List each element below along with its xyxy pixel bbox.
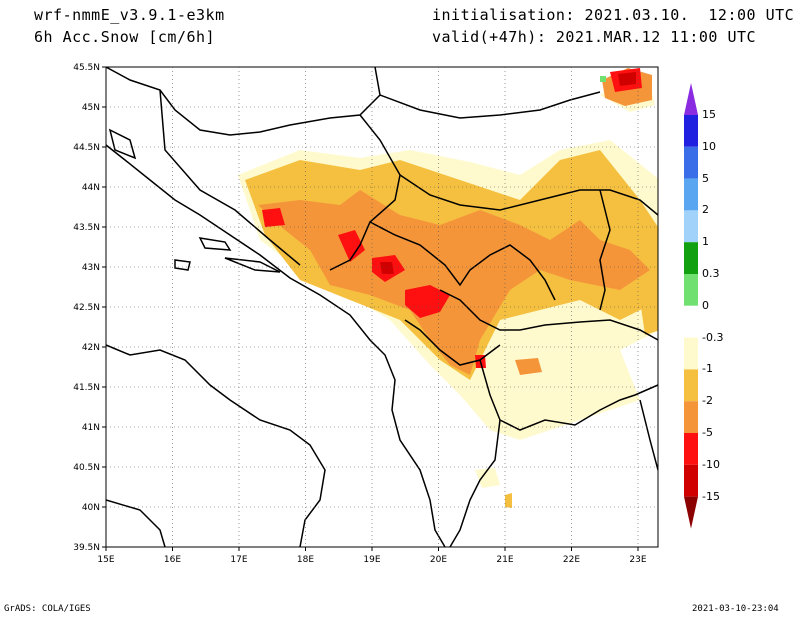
colorbar-segment — [684, 274, 698, 306]
lat-label: 40N — [82, 503, 100, 513]
lon-label: 23E — [629, 555, 646, 565]
lat-label: 39.5N — [73, 543, 100, 553]
colorbar-label: 0 — [702, 298, 709, 312]
colorbar-segment — [684, 178, 698, 211]
colorbar-segment — [684, 337, 698, 370]
footer-left: GrADS: COLA/IGES — [4, 604, 91, 614]
init-time: initialisation: 2021.03.10. 12:00 UTC — [432, 6, 795, 24]
longitude-labels: 15E 16E 17E 18E 19E 20E 21E 22E 23E — [97, 555, 646, 565]
graticule — [102, 66, 658, 551]
lat-label: 45.5N — [73, 63, 100, 73]
colorbar-label: 10 — [702, 139, 716, 153]
lat-label: 43.5N — [73, 223, 100, 233]
colorbar-label: -2 — [702, 394, 713, 408]
lat-label: 44.5N — [73, 143, 100, 153]
lat-label: 41.5N — [73, 383, 100, 393]
colorbar-segment — [684, 464, 698, 497]
lon-label: 18E — [297, 555, 314, 565]
colorbar-label: -10 — [702, 457, 720, 471]
colorbar-label: -15 — [702, 489, 720, 503]
colorbar-label: -5 — [702, 426, 713, 439]
colorbar-segment — [684, 369, 698, 402]
valid-time: valid(+47h): 2021.MAR.12 11:00 UTC — [432, 28, 757, 46]
colorbar-label: 2 — [702, 203, 709, 217]
colorbar-top-arrow — [684, 83, 698, 115]
lat-label: 41N — [82, 423, 100, 433]
colorbar-label: -0.3 — [702, 330, 724, 344]
colorbar-segment — [684, 242, 698, 274]
lon-label: 21E — [496, 555, 513, 565]
colorbar-segment — [684, 433, 698, 465]
lat-label: 45N — [82, 103, 100, 113]
colorbar-label: 5 — [702, 171, 709, 185]
colorbar-label: 0.3 — [702, 267, 720, 280]
colorbar-segment — [684, 146, 698, 179]
lat-label: 43N — [82, 263, 100, 273]
lat-label: 44N — [82, 183, 100, 193]
snow-field — [238, 68, 658, 508]
variable-title: 6h Acc.Snow [cm/6h] — [34, 28, 216, 46]
lat-label: 42.5N — [73, 303, 100, 313]
lon-label: 16E — [164, 555, 181, 565]
colorbar-segment — [684, 210, 698, 243]
colorbar-segment — [684, 305, 698, 338]
footer-right: 2021-03-10-23:04 — [692, 604, 779, 614]
colorbar-segment — [684, 401, 698, 433]
colorbar-segment — [684, 115, 698, 147]
latitude-labels: 45.5N 45N 44.5N 44N 43.5N 43N 42.5N 42N 41.5N 41N… — [73, 63, 100, 553]
colorbar-label: 1 — [702, 235, 709, 249]
colorbar-label: -1 — [702, 362, 713, 376]
coastlines-borders — [106, 67, 658, 547]
lat-label: 42N — [82, 343, 100, 353]
colorbar — [684, 83, 698, 529]
lon-label: 17E — [230, 555, 247, 565]
model-title: wrf-nmmE_v3.9.1-e3km — [34, 6, 225, 24]
lon-label: 15E — [97, 555, 114, 565]
lon-label: 20E — [430, 555, 447, 565]
colorbar-label: 15 — [702, 108, 716, 121]
lat-label: 40.5N — [73, 463, 100, 473]
lon-label: 19E — [363, 555, 380, 565]
lon-label: 22E — [563, 555, 580, 565]
colorbar-bottom-arrow — [684, 496, 698, 529]
